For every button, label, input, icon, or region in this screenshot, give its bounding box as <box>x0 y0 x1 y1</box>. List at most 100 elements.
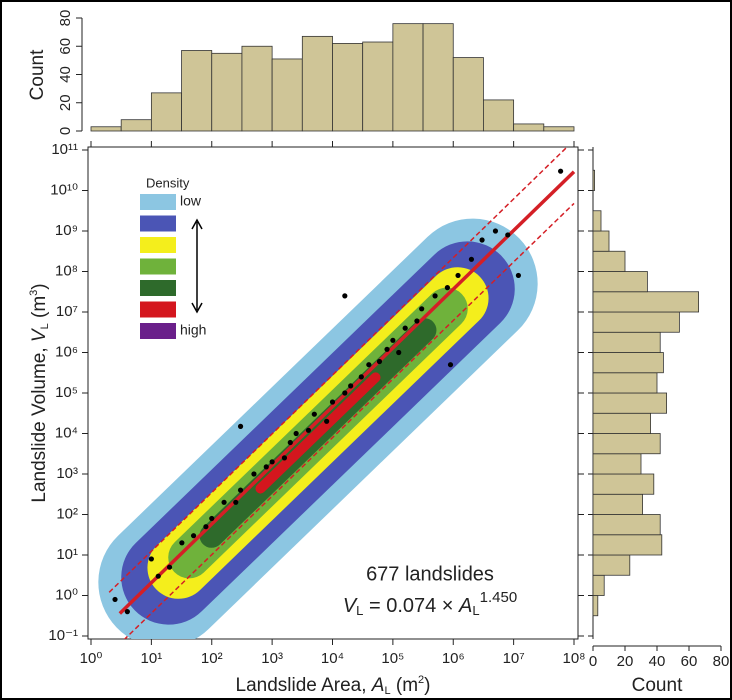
hist-bar <box>301 35 333 132</box>
y-tick-label: 10⁶ <box>55 343 78 360</box>
y-tick-label: 10³ <box>56 465 78 482</box>
y-tick-label: 10¹¹ <box>51 141 78 158</box>
x-tick-label: 10⁵ <box>381 650 404 667</box>
point <box>447 362 454 368</box>
hist-bar <box>271 58 303 132</box>
point <box>190 533 197 539</box>
hist-bar <box>592 534 663 556</box>
hist-bar <box>592 392 667 414</box>
y-tick-label: 10⁰ <box>55 586 78 603</box>
interval-line <box>123 202 575 639</box>
y-tick-label: 10¹⁰ <box>50 181 78 198</box>
hist-bar <box>592 453 642 475</box>
point <box>419 306 425 312</box>
legend-swatch <box>140 237 176 253</box>
y-tick-label: 10⁵ <box>55 384 78 401</box>
legend-swatch <box>140 194 176 210</box>
point <box>269 459 275 465</box>
point <box>455 272 461 279</box>
point <box>324 418 330 424</box>
legend-swatch <box>140 258 176 275</box>
point <box>179 540 185 546</box>
right-hist-tick-label: 60 <box>681 653 698 670</box>
hist-bar <box>543 126 575 132</box>
point <box>390 337 396 343</box>
right-hist-tick-label: 40 <box>649 653 666 670</box>
point <box>233 499 239 505</box>
point <box>342 390 348 396</box>
point <box>505 232 511 238</box>
hist-bar <box>181 50 213 132</box>
point <box>376 358 383 365</box>
point <box>348 383 354 389</box>
hist-bar <box>332 43 364 132</box>
x-tick-label: 10³ <box>261 650 283 667</box>
point <box>124 609 130 615</box>
y-tick-label: 10⁴ <box>55 424 78 441</box>
hist-bar <box>592 514 661 536</box>
y-tick-label: 10⁷ <box>56 303 78 320</box>
point <box>358 374 364 380</box>
density-contour <box>255 372 381 494</box>
hist-bar <box>241 45 273 132</box>
point <box>396 349 402 356</box>
x-tick-label: 10⁸ <box>562 650 585 667</box>
hist-bar <box>592 169 596 191</box>
x-axis-label: Landslide Area, AL (m2) <box>236 674 431 697</box>
legend-swatch <box>140 280 176 296</box>
points <box>112 168 564 615</box>
point <box>444 285 450 291</box>
point <box>281 455 288 461</box>
top-hist-tick-label: 20 <box>57 94 74 111</box>
legend-label: low <box>180 193 202 209</box>
y-axis-label: Landslide Volume, VL (m3) <box>28 283 51 502</box>
legend-swatch <box>140 301 176 318</box>
hist-bar <box>513 123 545 132</box>
hist-bar <box>592 311 680 333</box>
point <box>148 556 154 562</box>
x-tick-label: 10² <box>201 650 223 667</box>
hist-bar <box>150 92 182 132</box>
hist-bar <box>592 372 658 394</box>
hist-bar <box>592 250 626 272</box>
point <box>251 471 257 477</box>
point <box>432 293 438 299</box>
hist-bar <box>90 126 122 132</box>
point <box>305 427 312 433</box>
density-contours <box>98 218 538 639</box>
y-tick-label: 10⁻¹ <box>48 627 78 644</box>
hist-bar <box>362 41 394 132</box>
x-tick-label: 10⁰ <box>80 650 103 667</box>
point <box>237 423 244 429</box>
top-hist-ylabel: Count <box>27 49 48 100</box>
point <box>366 362 372 368</box>
hist-bar <box>592 271 648 293</box>
point <box>209 515 215 522</box>
hist-bar <box>592 493 643 515</box>
point <box>166 564 173 570</box>
hist-bar <box>422 23 454 132</box>
point <box>155 573 161 579</box>
x-tick-label: 10⁷ <box>503 650 525 667</box>
point <box>237 487 244 493</box>
legend-title: Density <box>146 175 190 190</box>
point <box>311 411 317 417</box>
legend-swatch <box>140 215 176 232</box>
interval-line <box>108 147 569 593</box>
hist-bar <box>592 291 699 313</box>
point <box>414 318 420 324</box>
annotation: 677 landslides <box>366 563 494 585</box>
hist-bar <box>592 230 610 252</box>
point <box>203 524 209 530</box>
hist-bar <box>483 99 515 132</box>
point <box>468 256 475 262</box>
point <box>384 346 390 352</box>
y-tick-label: 10² <box>56 505 78 522</box>
point <box>492 228 499 234</box>
legend-label: high <box>180 322 206 338</box>
y-tick-label: 10⁸ <box>55 262 78 279</box>
x-tick-label: 10¹ <box>141 650 163 667</box>
point <box>287 439 293 446</box>
right-hist-tick-label: 20 <box>617 653 634 670</box>
